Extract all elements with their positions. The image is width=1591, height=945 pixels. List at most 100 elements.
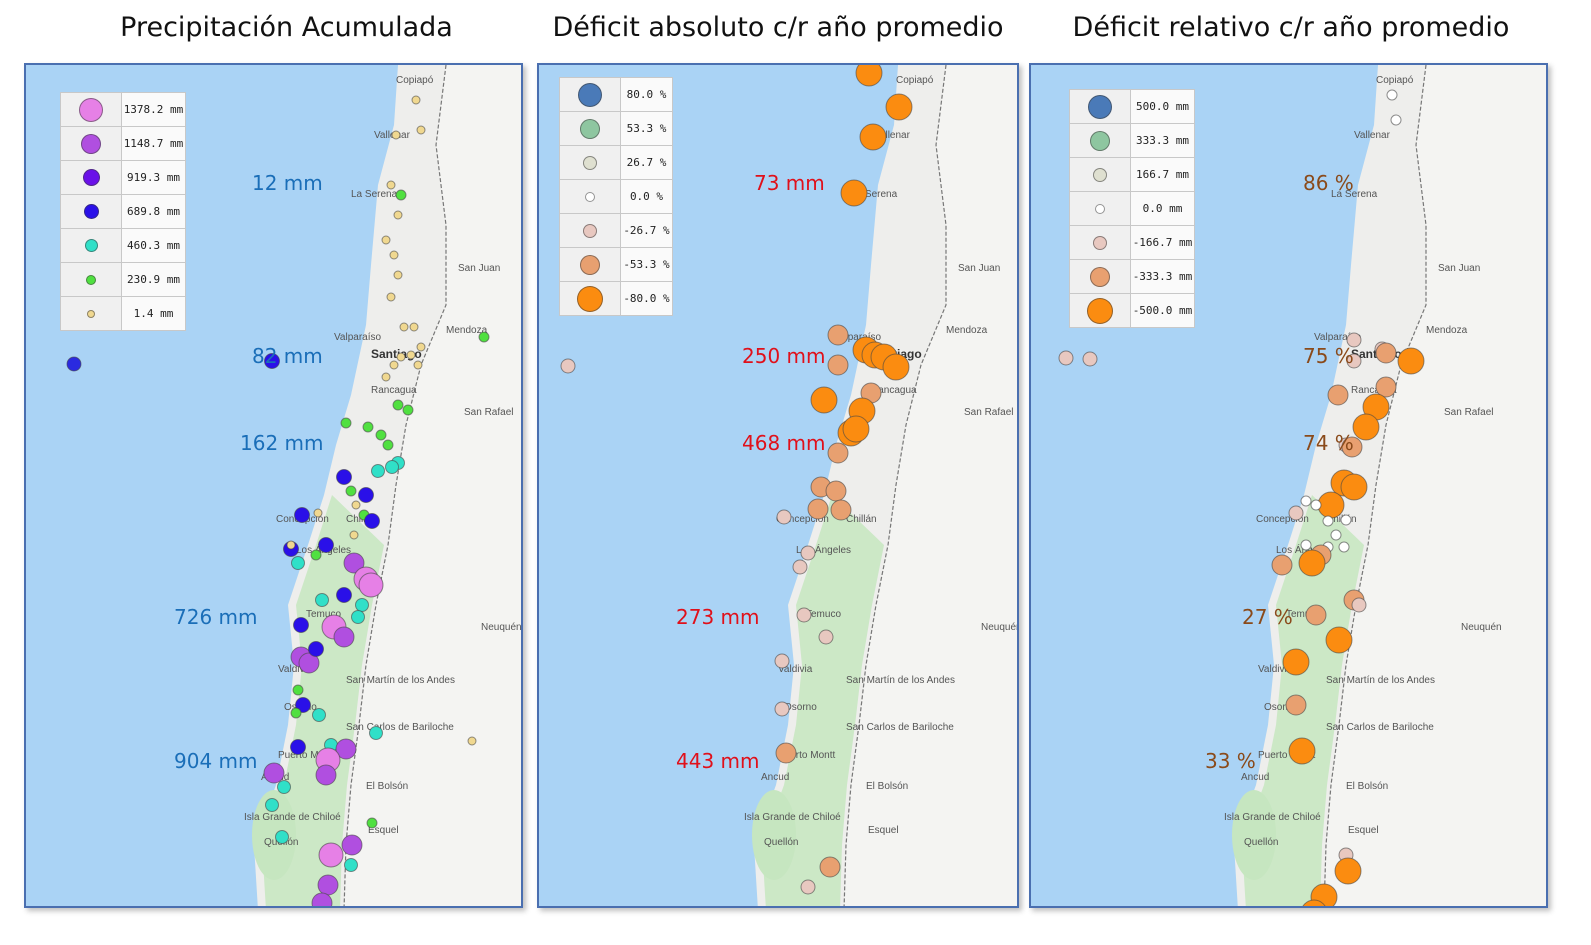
station-marker <box>1325 626 1353 654</box>
legend-row: 0.0 mm <box>1070 192 1194 226</box>
station-marker <box>313 508 323 518</box>
legend-symbol <box>61 229 122 262</box>
station-marker <box>1390 114 1402 126</box>
map-panel-absolute-deficit[interactable]: Copiapó Vallenar La Serena San Juan Valparaí… <box>537 63 1019 908</box>
station-marker <box>371 464 385 478</box>
legend-row: 80.0 % <box>560 78 672 112</box>
station-marker <box>416 125 426 135</box>
annotation-label: 443 mm <box>676 749 760 773</box>
station-marker <box>382 439 394 451</box>
legend-row: 1148.7 mm <box>61 127 185 161</box>
forest-area <box>262 495 384 906</box>
station-marker <box>1300 495 1312 507</box>
map-svg: Copiapó Vallenar La Serena San Juan Valparaí… <box>1058 65 1546 906</box>
map-panel-relative-deficit[interactable]: Copiapó Vallenar La Serena San Juan Valparaí… <box>1029 63 1548 908</box>
annotation-label: 904 mm <box>174 749 258 773</box>
legend-row: 166.7 mm <box>1070 158 1194 192</box>
station-marker <box>1375 342 1397 364</box>
legend-circle-icon <box>1090 130 1110 151</box>
city-label-valparaiso: Valparaíso <box>334 332 382 343</box>
legend-symbol <box>61 263 122 296</box>
border-line <box>343 65 447 906</box>
station-marker <box>336 469 352 485</box>
station-marker <box>1386 89 1398 101</box>
city-label-esquel: Esquel <box>368 825 399 836</box>
legend-symbol <box>560 214 621 247</box>
station-marker <box>409 322 419 332</box>
station-marker <box>293 617 309 633</box>
city-label-el_bolson: El Bolsón <box>866 781 908 792</box>
legend-row: 26.7 % <box>560 146 672 180</box>
legend-value: -80.0 % <box>621 282 672 315</box>
legend-row: 1378.2 mm <box>61 93 185 127</box>
legend-circle-icon <box>83 204 99 219</box>
station-marker <box>776 509 792 525</box>
city-label-chillan: Chillán <box>846 514 877 525</box>
station-marker <box>358 572 384 598</box>
station-marker <box>1310 499 1322 511</box>
station-marker <box>393 270 403 280</box>
legend-row: -166.7 mm <box>1070 226 1194 260</box>
legend-circle-icon <box>87 309 95 318</box>
city-label-san_juan: San Juan <box>958 263 1000 274</box>
annotation-label: 250 mm <box>742 344 826 368</box>
annotation-label: 74 % <box>1303 431 1354 455</box>
border-line <box>1323 65 1427 906</box>
station-marker <box>351 500 361 510</box>
legend-row: 1.4 mm <box>61 297 185 330</box>
legend-symbol <box>1070 124 1131 157</box>
station-marker <box>1302 899 1326 906</box>
station-marker <box>386 292 396 302</box>
city-label-mendoza: Mendoza <box>1426 325 1468 336</box>
city-label-temuco: Temuco <box>1286 609 1321 620</box>
station-marker <box>774 653 790 669</box>
city-label-osorno: Osorno <box>784 702 817 713</box>
legend-circle-icon <box>86 274 96 285</box>
legend-row: 0.0 % <box>560 180 672 214</box>
station-marker <box>800 545 816 561</box>
station-marker <box>298 652 320 674</box>
annotation-label: 75 % <box>1303 344 1354 368</box>
legend-symbol <box>61 127 122 160</box>
station-marker <box>1327 384 1349 406</box>
station-marker <box>341 834 363 856</box>
legend-value: -333.3 mm <box>1131 260 1194 293</box>
legend-row: 500.0 mm <box>1070 90 1194 124</box>
station-marker <box>340 417 352 429</box>
station-marker <box>1341 436 1363 458</box>
city-label-san_martin: San Martín de los Andes <box>346 675 455 686</box>
city-label-san_rafael: San Rafael <box>464 407 513 418</box>
station-marker <box>800 879 816 895</box>
station-marker <box>385 460 399 474</box>
station-marker <box>294 507 310 523</box>
station-marker <box>362 421 374 433</box>
station-marker <box>349 530 359 540</box>
city-label-la_serena: La Serena <box>1331 189 1378 200</box>
station-marker <box>859 123 887 151</box>
station-marker <box>358 487 374 503</box>
legend-circle-icon <box>583 155 597 170</box>
city-label-valparaiso: Valparaíso <box>1314 332 1362 343</box>
city-label-puerto_montt: Puerto Montt <box>1258 750 1315 761</box>
legend-row: -333.3 mm <box>1070 260 1194 294</box>
station-marker <box>827 442 849 464</box>
city-label-la_serena: La Serena <box>851 189 898 200</box>
city-label-ancud: Ancud <box>1241 772 1269 783</box>
legend-value: -26.7 % <box>621 214 672 247</box>
legend: 1378.2 mm 1148.7 mm 919.3 mm 689.8 mm 460.3 … <box>60 92 186 331</box>
legend-row: 53.3 % <box>560 112 672 146</box>
legend-symbol <box>1070 158 1131 191</box>
legend-value: 333.3 mm <box>1131 124 1194 157</box>
legend-circle-icon <box>84 239 98 252</box>
station-marker <box>375 429 387 441</box>
city-label-concepcion: Concepción <box>1256 514 1309 525</box>
annotation-label: 27 % <box>1242 605 1293 629</box>
station-marker <box>1271 554 1293 576</box>
legend-symbol <box>560 248 621 281</box>
city-label-temuco: Temuco <box>806 609 841 620</box>
legend-row: -500.0 mm <box>1070 294 1194 327</box>
city-label-bariloche: San Carlos de Bariloche <box>346 722 454 733</box>
legend-circle-icon <box>1093 235 1107 250</box>
legend-value: 919.3 mm <box>122 161 185 194</box>
